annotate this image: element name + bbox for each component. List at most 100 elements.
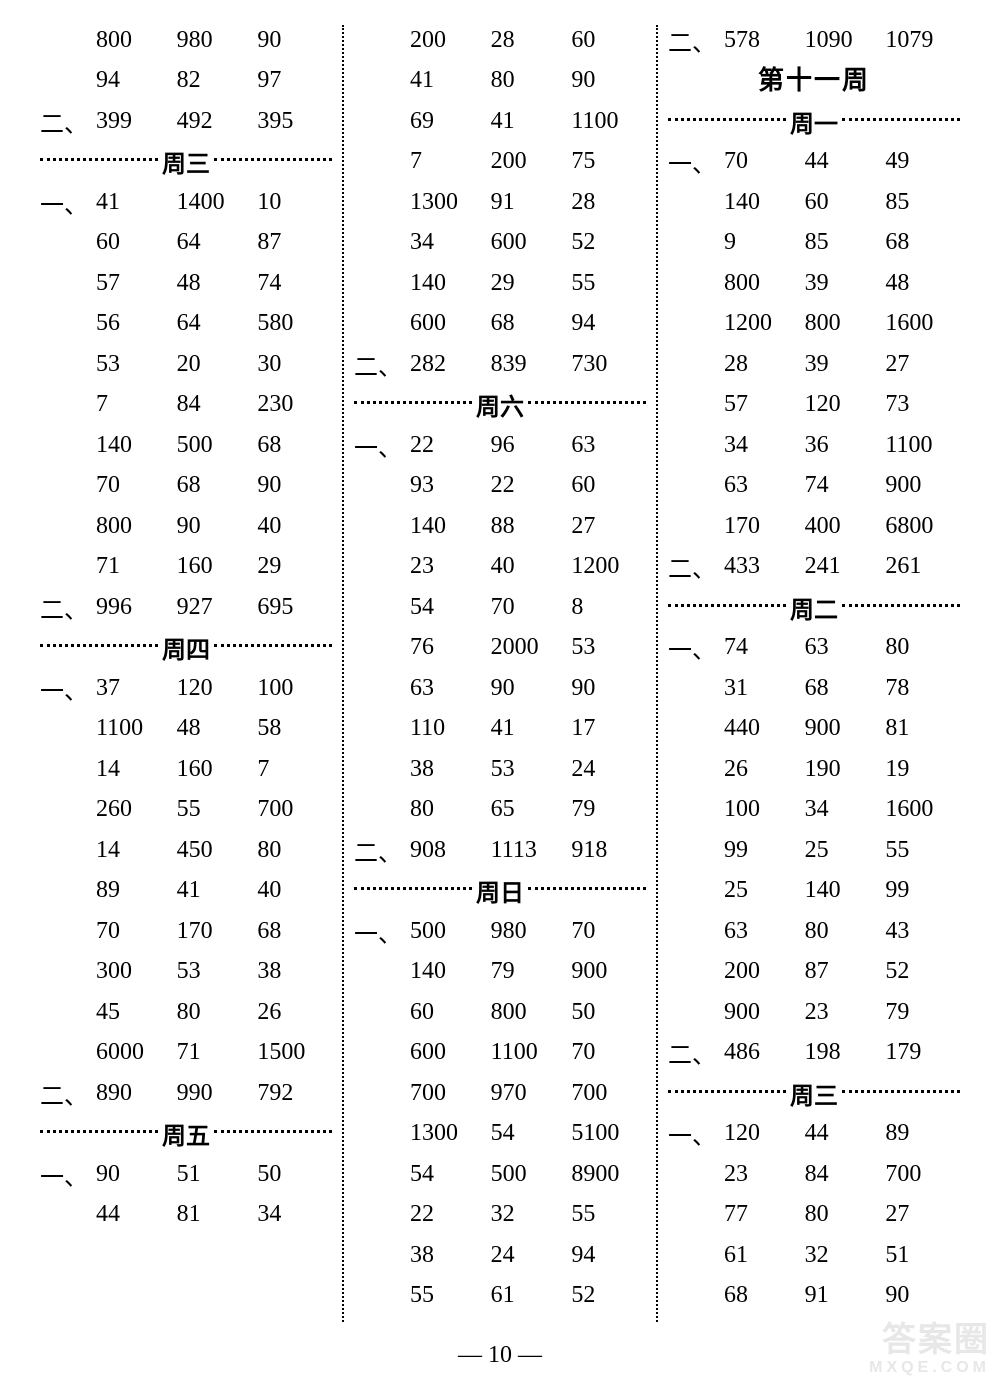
data-cell: 71 bbox=[171, 1039, 252, 1066]
data-row: 一、37120100 bbox=[40, 668, 332, 709]
row-prefix: 二、 bbox=[668, 1035, 718, 1070]
data-row: 639090 bbox=[354, 668, 646, 709]
data-cell: 800 bbox=[90, 27, 171, 54]
data-cell: 198 bbox=[799, 1039, 880, 1066]
data-cell: 40 bbox=[485, 553, 566, 580]
data-cell: 77 bbox=[718, 1201, 799, 1228]
data-cell: 395 bbox=[251, 108, 332, 135]
data-cell: 81 bbox=[171, 1201, 252, 1228]
dots-right bbox=[842, 118, 960, 121]
data-cell: 34 bbox=[251, 1201, 332, 1228]
data-row: 6374900 bbox=[668, 466, 960, 507]
data-cell: 90 bbox=[90, 1161, 171, 1188]
data-row: 12008001600 bbox=[668, 304, 960, 345]
data-cell: 56 bbox=[90, 310, 171, 337]
data-cell: 68 bbox=[485, 310, 566, 337]
data-cell: 1300 bbox=[404, 1120, 485, 1147]
data-cell: 900 bbox=[718, 999, 799, 1026]
data-cell: 492 bbox=[171, 108, 252, 135]
data-cell: 28 bbox=[565, 189, 646, 216]
data-cell: 29 bbox=[251, 553, 332, 580]
data-cell: 51 bbox=[879, 1242, 960, 1269]
data-cell: 22 bbox=[404, 1201, 485, 1228]
data-cell: 60 bbox=[90, 229, 171, 256]
data-cell: 800 bbox=[799, 310, 880, 337]
data-cell: 241 bbox=[799, 553, 880, 580]
data-cell: 57 bbox=[90, 270, 171, 297]
data-cell: 52 bbox=[565, 1282, 646, 1309]
data-cell: 27 bbox=[565, 513, 646, 540]
data-cell: 500 bbox=[171, 432, 252, 459]
data-cell: 93 bbox=[404, 472, 485, 499]
data-cell: 43 bbox=[879, 918, 960, 945]
data-cell: 51 bbox=[171, 1161, 252, 1188]
data-cell: 730 bbox=[565, 351, 646, 378]
data-row: 26055700 bbox=[40, 790, 332, 831]
data-cell: 31 bbox=[718, 675, 799, 702]
data-cell: 74 bbox=[718, 634, 799, 661]
data-cell: 578 bbox=[718, 27, 799, 54]
data-row: 一、1204489 bbox=[668, 1114, 960, 1155]
column-2: 2002860418090694111007200751300912834600… bbox=[344, 20, 656, 1327]
data-row: 二、890990792 bbox=[40, 1073, 332, 1114]
data-cell: 970 bbox=[485, 1080, 566, 1107]
data-cell: 700 bbox=[879, 1161, 960, 1188]
data-row: 556152 bbox=[354, 1276, 646, 1317]
day-label: 周五 bbox=[158, 1116, 214, 1151]
row-prefix: 一、 bbox=[668, 630, 718, 665]
data-cell: 90 bbox=[251, 472, 332, 499]
data-cell: 39 bbox=[799, 270, 880, 297]
data-cell: 22 bbox=[404, 432, 485, 459]
data-cell: 1300 bbox=[404, 189, 485, 216]
data-cell: 980 bbox=[171, 27, 252, 54]
data-cell: 89 bbox=[90, 877, 171, 904]
data-row: 1704006800 bbox=[668, 506, 960, 547]
data-cell: 88 bbox=[485, 513, 566, 540]
data-cell: 63 bbox=[565, 432, 646, 459]
data-cell: 63 bbox=[718, 472, 799, 499]
row-prefix: 二、 bbox=[40, 590, 90, 625]
data-cell: 80 bbox=[879, 634, 960, 661]
data-cell: 63 bbox=[404, 675, 485, 702]
data-cell: 91 bbox=[799, 1282, 880, 1309]
data-cell: 38 bbox=[404, 1242, 485, 1269]
data-row: 141607 bbox=[40, 749, 332, 790]
data-row: 382494 bbox=[354, 1235, 646, 1276]
data-cell: 64 bbox=[171, 310, 252, 337]
data-row: 76200053 bbox=[354, 628, 646, 669]
data-cell: 69 bbox=[404, 108, 485, 135]
data-row: 545008900 bbox=[354, 1154, 646, 1195]
data-cell: 6000 bbox=[90, 1039, 171, 1066]
data-cell: 7 bbox=[90, 391, 171, 418]
data-cell: 6800 bbox=[879, 513, 960, 540]
data-cell: 996 bbox=[90, 594, 171, 621]
data-cell: 486 bbox=[718, 1039, 799, 1066]
data-row: 6006894 bbox=[354, 304, 646, 345]
data-cell: 41 bbox=[404, 67, 485, 94]
data-cell: 61 bbox=[718, 1242, 799, 1269]
data-cell: 44 bbox=[799, 148, 880, 175]
data-cell: 60 bbox=[565, 27, 646, 54]
data-row: 44090081 bbox=[668, 709, 960, 750]
data-cell: 80 bbox=[404, 796, 485, 823]
data-row: 784230 bbox=[40, 385, 332, 426]
dots-right bbox=[214, 644, 332, 647]
data-cell: 900 bbox=[565, 958, 646, 985]
data-cell: 38 bbox=[251, 958, 332, 985]
row-prefix: 一、 bbox=[668, 144, 718, 179]
data-row: 14079900 bbox=[354, 952, 646, 993]
data-cell: 34 bbox=[404, 229, 485, 256]
data-cell: 76 bbox=[404, 634, 485, 661]
data-cell: 1090 bbox=[799, 27, 880, 54]
data-row: 34361100 bbox=[668, 425, 960, 466]
dots-left bbox=[668, 118, 786, 121]
data-cell: 19 bbox=[879, 756, 960, 783]
data-cell: 26 bbox=[251, 999, 332, 1026]
data-cell: 41 bbox=[485, 108, 566, 135]
data-cell: 70 bbox=[485, 594, 566, 621]
data-cell: 39 bbox=[799, 351, 880, 378]
data-cell: 80 bbox=[799, 918, 880, 945]
data-row: 二、433241261 bbox=[668, 547, 960, 588]
dots-left bbox=[354, 887, 472, 890]
row-prefix: 一、 bbox=[40, 671, 90, 706]
